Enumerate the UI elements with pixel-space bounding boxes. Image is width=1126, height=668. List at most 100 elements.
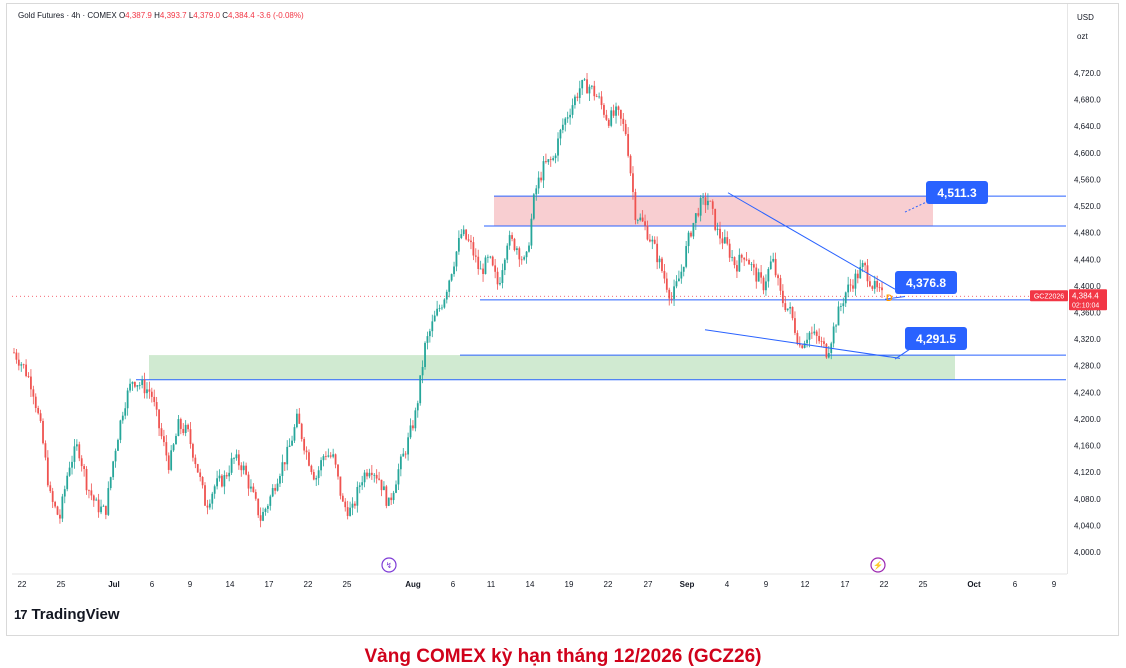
candle-body [436, 308, 439, 316]
candle-body [133, 381, 136, 387]
candle-body [619, 109, 622, 119]
candle-body [341, 495, 344, 502]
candle-body [702, 197, 704, 199]
price-callout[interactable] [926, 181, 988, 204]
candle-body [363, 472, 366, 483]
candle-body [129, 383, 131, 391]
candle-body [59, 514, 61, 519]
candle-body [697, 213, 700, 216]
candle-body [242, 465, 245, 471]
symbol-name: Gold Futures · 4h · COMEX [18, 11, 117, 20]
candle-body [532, 194, 535, 219]
candle-body [796, 332, 799, 345]
earnings-event-glyph: ↯ [386, 561, 393, 570]
candle-body [745, 259, 748, 261]
candle-body [66, 475, 69, 490]
candle-body [320, 460, 322, 471]
candle-body [578, 88, 581, 98]
candle-body [20, 364, 23, 366]
candle-body [878, 287, 881, 289]
tradingview-logo[interactable]: 17 TradingView [14, 606, 120, 623]
lightning-event-icon[interactable] [870, 557, 886, 573]
change-value: -3.6 (-0.08%) [256, 11, 304, 20]
candle-body [537, 177, 540, 189]
candle-body [240, 465, 243, 471]
candle-body [496, 271, 499, 285]
candle-body [716, 228, 719, 230]
candle-body [593, 85, 596, 97]
candle-body [392, 492, 395, 501]
y-tick-label: 4,200.0 [1074, 415, 1101, 424]
candle-body [576, 96, 579, 98]
candle-body [63, 489, 66, 497]
candle-body [685, 246, 688, 267]
x-tick-label: Oct [967, 580, 981, 589]
candle-body [317, 470, 320, 479]
price-callout-label: 4,291.5 [916, 332, 956, 346]
candle-body [499, 282, 501, 285]
candle-body [835, 325, 837, 327]
candle-body [126, 390, 129, 409]
candle-body [233, 458, 235, 459]
candle-body [92, 495, 95, 501]
candle-body [653, 239, 656, 244]
x-tick-label: 6 [1013, 580, 1018, 589]
candle-body [559, 129, 562, 139]
candle-body [528, 245, 530, 252]
candle-body [223, 475, 226, 487]
candle-body [104, 505, 107, 515]
candle-body [801, 345, 804, 348]
candle-body [279, 476, 281, 484]
x-tick-label: 25 [919, 580, 928, 589]
x-tick-label: 14 [226, 580, 235, 589]
candle-body [501, 270, 504, 283]
candle-body [581, 79, 584, 89]
x-tick-label: 9 [1052, 580, 1057, 589]
symbol-header[interactable]: Gold Futures · 4h · COMEX O4,387.9 H4,39… [18, 11, 304, 20]
candle-body [208, 503, 211, 508]
x-tick-label: 14 [526, 580, 535, 589]
candle-body [668, 289, 671, 299]
candle-body [523, 257, 526, 260]
candle-body [308, 452, 310, 466]
candle-body [491, 256, 494, 266]
price-callout[interactable] [895, 271, 957, 294]
candle-body [187, 424, 189, 430]
candle-body [881, 287, 883, 291]
candle-body [42, 420, 44, 444]
candle-body [494, 265, 497, 272]
candle-body [561, 124, 564, 130]
unit-button[interactable]: ozt [1077, 32, 1088, 41]
candle-body [486, 256, 489, 258]
price-callout[interactable] [905, 327, 967, 350]
candle-body [651, 239, 654, 242]
candle-body [175, 435, 177, 445]
candle-body [97, 499, 100, 513]
candle-body [603, 105, 605, 115]
candle-body [351, 503, 354, 508]
candle-body [46, 457, 49, 486]
candle-body [337, 464, 339, 477]
candle-body [661, 258, 663, 272]
candle-body [334, 454, 337, 465]
candle-body [201, 476, 204, 486]
candle-body [30, 376, 32, 390]
candle-body [847, 284, 850, 293]
candle-body [339, 476, 342, 496]
candle-body [467, 239, 470, 241]
candle-body [839, 306, 842, 307]
price-axis[interactable] [1067, 4, 1119, 574]
candle-body [102, 505, 105, 507]
candle-body [383, 486, 385, 491]
zone-support [149, 355, 955, 380]
candle-body [571, 105, 574, 115]
candle-body [740, 254, 743, 258]
candle-body [310, 465, 313, 473]
candle-body [327, 455, 330, 457]
earnings-event-icon[interactable] [381, 557, 397, 573]
candle-body [37, 408, 40, 414]
candle-body [605, 114, 608, 120]
candle-body [56, 506, 59, 515]
currency-button[interactable]: USD [1077, 13, 1094, 22]
